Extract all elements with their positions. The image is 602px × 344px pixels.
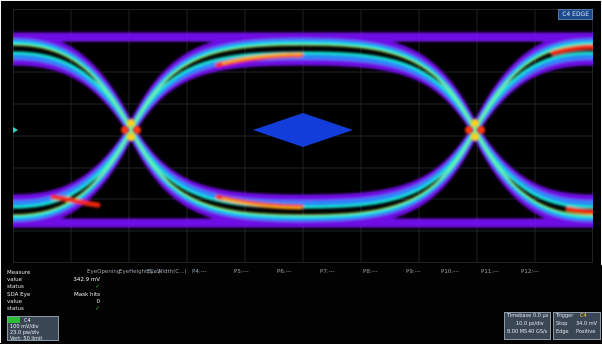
eye-traces (13, 32, 593, 228)
parameter-header[interactable]: P12:--- (521, 269, 540, 275)
measure-row: value 0 (7, 299, 107, 306)
parameter-header[interactable]: P4:--- (192, 269, 207, 275)
measure-row: Measure (7, 270, 107, 277)
channel-line-1: 100 mV/div (10, 324, 39, 330)
measure-key: value (7, 277, 23, 284)
measure-table: Measure value 342.9 mV status ✓ SDA Eye Mask h… (7, 270, 107, 313)
channel-label-highlight (8, 317, 20, 323)
trigger-channel: C4 (580, 313, 587, 319)
channel-line-2: 23.0 pw/div (10, 330, 40, 336)
measure-value: 0 (96, 298, 101, 305)
parameter-header[interactable]: P8:--- (363, 269, 378, 275)
channel-descriptor[interactable]: C4 100 mV/div 23.0 pw/div Vert: 50 limit (7, 316, 59, 342)
channel-line-3: Vert: 50 limit (10, 336, 43, 342)
ground-marker (13, 127, 18, 133)
parameter-header[interactable]: P10:--- (441, 269, 460, 275)
parameter-header[interactable]: P6:--- (277, 269, 292, 275)
measure-key: SDA Eye (7, 291, 31, 298)
parameter-header[interactable]: EyeOpening (87, 269, 121, 275)
timebase-panel[interactable] (504, 312, 551, 340)
eye-diagram-svg (13, 9, 593, 263)
trigger-level: 34.0 mV (576, 321, 598, 327)
measure-row: SDA Eye Mask hits (7, 292, 107, 299)
measure-value (45, 270, 100, 277)
acquisition-status[interactable]: Timebase 0.0 µs 10.0 ps/div 8.00 MS 40 G… (504, 312, 601, 340)
trigger-panel[interactable] (553, 312, 601, 340)
trigger-label: Trigger (556, 313, 574, 319)
eye-mask (253, 113, 353, 147)
parameter-header[interactable]: P11:--- (481, 269, 500, 275)
trigger-slope: Positive (576, 329, 596, 335)
eye-diagram-display[interactable] (13, 9, 593, 263)
parameter-header[interactable]: P7:--- (320, 269, 335, 275)
measure-key: value (7, 298, 23, 305)
parameter-header[interactable]: P5:--- (234, 269, 249, 275)
measurement-panel (1, 265, 602, 344)
timebase-div: 10.0 ps/div (516, 321, 544, 327)
timebase-value: 0.0 µs (533, 313, 549, 319)
parameter-header-row: EyeOpening EyeHeight(C...) EyeWidth(C...) P… (1, 269, 602, 279)
trigger-mode: Stop (556, 321, 568, 327)
pass-check-icon: ✓ (95, 306, 100, 313)
measure-key: status (7, 284, 24, 291)
parameter-header[interactable]: EyeWidth(C...) (147, 269, 187, 275)
measure-row: status ✓ (7, 284, 107, 291)
measure-row: value 342.9 mV (7, 277, 107, 284)
crossing-points (121, 119, 485, 141)
parameter-header[interactable]: EyeHeight(C...) (119, 269, 161, 275)
measure-key: Measure (7, 270, 31, 276)
channel-badge[interactable]: C4 EDGE (558, 9, 593, 20)
measure-value: 342.9 mV (73, 277, 100, 284)
sample-count: 8.00 MS (507, 329, 528, 335)
sample-rate: 40 GS/s (528, 329, 548, 335)
timebase-label: Timebase (507, 313, 532, 319)
parameter-header[interactable]: P9:--- (406, 269, 421, 275)
measure-key: status (7, 306, 24, 313)
measure-row: status ✓ (7, 306, 107, 313)
channel-label: C4 (24, 318, 31, 324)
trigger-type: Edge (556, 329, 569, 335)
pass-check-icon: ✓ (95, 284, 100, 291)
measure-value: Mask hits (74, 291, 100, 298)
